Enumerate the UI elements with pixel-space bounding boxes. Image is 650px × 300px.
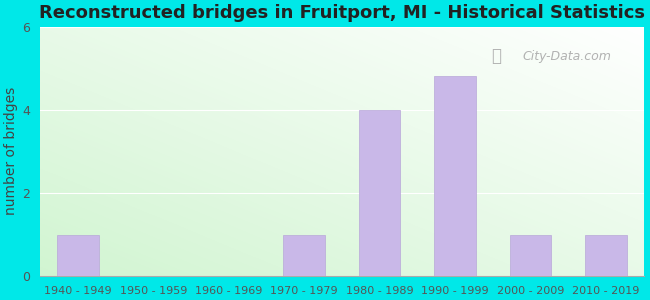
- Bar: [585, 235, 627, 276]
- Y-axis label: number of bridges: number of bridges: [4, 87, 18, 215]
- Text: City-Data.com: City-Data.com: [523, 50, 612, 63]
- Bar: [510, 235, 551, 276]
- Bar: [283, 235, 325, 276]
- Title: Reconstructed bridges in Fruitport, MI - Historical Statistics: Reconstructed bridges in Fruitport, MI -…: [39, 4, 645, 22]
- Text: Ⓢ: Ⓢ: [491, 47, 500, 65]
- Bar: [359, 110, 400, 276]
- Bar: [434, 76, 476, 276]
- Bar: [57, 235, 99, 276]
